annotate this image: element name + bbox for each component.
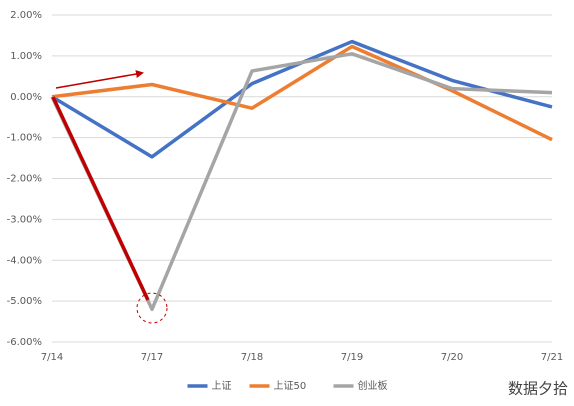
legend-label: 上证50	[274, 380, 307, 392]
annotation-arrow	[55, 70, 144, 89]
annotation-arrow	[51, 96, 150, 301]
series-line	[51, 39, 553, 159]
watermark: 数据夕拾	[508, 380, 568, 398]
series-line	[51, 44, 553, 142]
y-tick-label: 1.00%	[10, 51, 42, 62]
x-tick-label: 7/18	[241, 352, 263, 363]
y-tick-label: -3.00%	[7, 214, 42, 225]
annotation-circle	[136, 292, 168, 324]
y-tick-label: -1.00%	[7, 133, 42, 144]
y-tick-label: -5.00%	[7, 296, 42, 307]
y-tick-label: 0.00%	[10, 92, 42, 103]
y-tick-label: 2.00%	[10, 10, 42, 21]
x-tick-label: 7/14	[41, 352, 63, 363]
y-tick-label: -4.00%	[7, 255, 42, 266]
y-tick-label: -2.00%	[7, 174, 42, 185]
legend-label: 上证	[212, 380, 232, 392]
x-tick-label: 7/21	[541, 352, 563, 363]
x-tick-label: 7/19	[341, 352, 363, 363]
x-tick-label: 7/20	[441, 352, 463, 363]
legend-label: 创业板	[358, 379, 388, 392]
y-tick-label: -6.00%	[7, 337, 42, 348]
x-tick-label: 7/17	[141, 352, 163, 363]
series-line	[50, 52, 553, 312]
